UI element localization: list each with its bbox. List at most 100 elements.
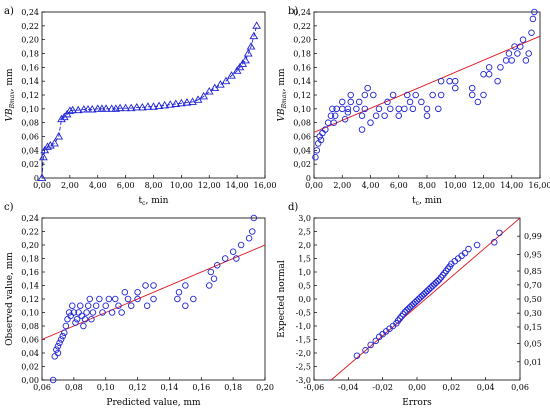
x-tick-label: 2,00 [61,181,79,190]
data-point [54,132,64,140]
data-point [395,105,403,113]
data-point [372,112,380,119]
data-point [514,50,521,57]
data-point [331,112,339,119]
y-tick-label: 0 [34,174,39,183]
data-point [529,15,537,23]
data-point [400,310,407,318]
y-tick-label: 2,5 [298,228,311,237]
data-point [491,239,498,246]
data-point [446,77,453,85]
x-axis-label-main: t [412,196,416,206]
data-point [375,105,383,113]
data-point [61,329,68,337]
data-point [441,269,448,277]
plot-frame [41,11,266,179]
panel-label: d) [288,202,298,213]
data-point [329,105,336,113]
data-point [54,349,62,357]
data-point [317,136,325,144]
data-point [88,316,95,323]
data-point [115,103,125,112]
y-axis-label-sub: Bmax [281,91,288,110]
data-point [461,249,469,257]
y-tick-label: 0,02 [293,160,311,169]
data-point [160,100,170,109]
x-tick-label: 12,00 [198,181,221,190]
data-point [497,64,504,71]
y-tick-label: -1,5 [296,336,311,345]
data-point [367,341,374,349]
data-point [64,316,71,323]
data-point [249,31,259,40]
chart-panel-4: d) -0,06 -0,04 -0,02 0,00 0,02 0,04 0,06 -3,0 -2,… [277,202,542,408]
y-tick-label: 0,16 [21,268,39,277]
data-point [339,105,346,113]
y-tick-label: 0,06 [21,133,39,142]
x-tick-label: 16,00 [529,181,550,190]
chart-panel-2: b) 0,00 2,00 4,00 6,00 8,00 10,00 12,00 14,00 16,… [277,6,550,207]
chart-panel-1: a) 0,00 2,00 4,00 6,00 8,00 10,00 12,00 14,00 16,… [4,6,276,207]
x-tick-label: 2,00 [333,181,351,190]
data-point [199,91,209,100]
data-point [381,112,388,119]
data-point [408,302,416,309]
data-point [205,282,213,289]
data-point [312,153,319,161]
data-point [525,50,532,57]
data-point [394,317,402,324]
data-point [126,103,136,112]
data-point [398,313,405,320]
right-tick-label: 0,01 [524,358,542,367]
right-tick-label: 0,30 [524,309,542,318]
panel-label: b) [288,6,298,17]
data-point [429,91,436,99]
x-tick-label: 0,20 [256,383,274,392]
x-tick-label: 0,14 [161,383,179,392]
x-tick-label: 0,10 [97,383,115,392]
data-point [176,98,186,107]
data-point [465,245,472,253]
data-point [364,84,371,92]
right-tick-label: 0,85 [524,267,542,276]
x-tick-label: -0,06 [304,383,325,392]
data-point [207,268,215,276]
y-tick-label: 1,5 [298,255,311,264]
data-point [80,322,87,330]
data-point [436,276,443,283]
data-point [233,255,240,262]
x-tick-label: 0,16 [192,383,210,392]
x-tick-label: 6,00 [117,181,135,190]
data-point [73,316,81,323]
data-point [150,295,157,303]
data-point [54,343,62,350]
data-point [496,229,503,237]
fit-line [330,218,520,380]
data-point [53,346,60,353]
data-point [480,91,487,99]
y-tick-label: 0,18 [21,255,39,264]
data-point [347,98,354,106]
x-axis-label: tc, min [139,196,169,207]
data-point [121,289,129,296]
data-point [252,21,262,29]
data-point [425,286,433,293]
data-point [121,103,131,112]
plot-frame [41,217,266,381]
data-point [174,295,181,303]
data-point [83,105,93,113]
right-tick-label: 0,70 [524,281,542,290]
y-tick-label: -1,0 [296,322,311,331]
y-tick-label: 0,04 [293,146,311,155]
x-tick-label: 0,08 [65,383,83,392]
data-point [182,282,189,289]
data-point [358,126,366,133]
y-tick-label: 0,14 [21,282,39,291]
y-axis-label-unit: , mm [5,68,15,91]
data-point [361,105,369,113]
data-point [403,307,410,314]
data-point [188,97,197,105]
data-point [190,295,197,303]
data-point [76,302,84,310]
data-point [143,102,153,110]
